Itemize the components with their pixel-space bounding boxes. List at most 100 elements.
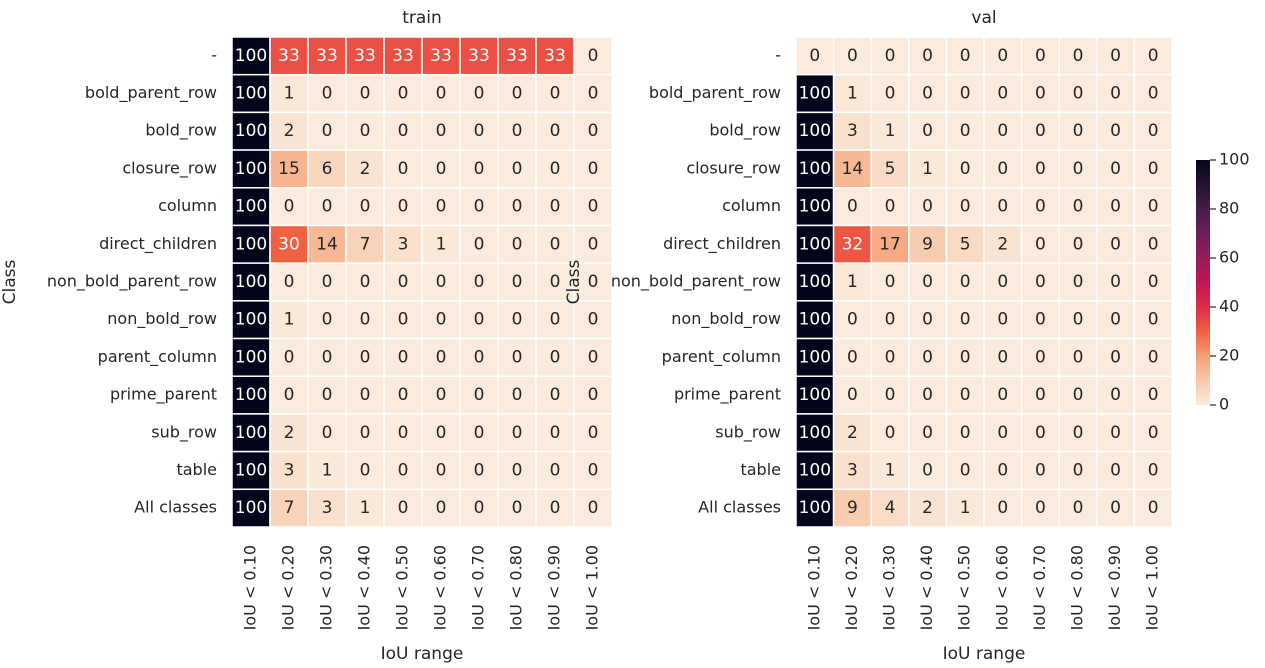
cell-label: 0 — [960, 121, 971, 141]
heatmap-cell — [573, 262, 613, 302]
cell-label: 0 — [398, 423, 409, 443]
cell-label: 100 — [235, 121, 267, 141]
heatmap-cell — [459, 375, 499, 415]
cell-label: 100 — [235, 84, 267, 104]
cell-label: 0 — [1110, 423, 1121, 443]
cell-label: 0 — [284, 347, 295, 367]
cell-label: 0 — [1148, 234, 1159, 254]
heatmap-cell — [1058, 337, 1098, 377]
cell-label: 0 — [885, 197, 896, 217]
cell-label: 0 — [398, 84, 409, 104]
cell-label: 0 — [922, 121, 933, 141]
heatmap-cell — [870, 262, 910, 302]
cell-label: 0 — [1073, 234, 1084, 254]
cell-label: 0 — [1073, 498, 1084, 518]
cell-label: 0 — [847, 310, 858, 330]
heatmap-cell — [945, 111, 985, 151]
heatmap-cell — [231, 111, 271, 151]
heatmap-cell — [383, 300, 423, 340]
heatmap-cell — [832, 375, 872, 415]
cell-label: 0 — [588, 197, 599, 217]
cell-label: 0 — [512, 234, 523, 254]
cell-label: 0 — [436, 310, 447, 330]
cell-label: 0 — [922, 310, 933, 330]
cell-label: 100 — [799, 498, 831, 518]
cell-label: 0 — [960, 385, 971, 405]
heatmap-cell — [795, 375, 835, 415]
cell-label: 100 — [235, 423, 267, 443]
cell-label: 0 — [588, 159, 599, 179]
cell-label: 30 — [278, 234, 300, 254]
cell-label: 0 — [398, 385, 409, 405]
y-tick-label: parent_column — [98, 347, 217, 367]
heatmap-cell — [459, 149, 499, 189]
cell-label: 100 — [799, 423, 831, 443]
heatmap-cell — [573, 73, 613, 114]
heatmap-cell — [1096, 337, 1136, 377]
cell-label: 0 — [922, 272, 933, 292]
cell-label: 0 — [436, 121, 447, 141]
heatmap-cell — [1096, 262, 1136, 302]
cell-label: 0 — [1110, 159, 1121, 179]
cell-label: 100 — [235, 385, 267, 405]
cell-label: 0 — [1073, 460, 1084, 480]
heatmap-cell — [908, 262, 948, 302]
chart-title: train — [402, 8, 442, 28]
cell-label: 0 — [1035, 121, 1046, 141]
cell-label: 0 — [1035, 498, 1046, 518]
heatmap-cell — [307, 111, 347, 151]
cell-label: 0 — [847, 385, 858, 405]
cell-label: 0 — [550, 121, 561, 141]
cell-label: 0 — [997, 423, 1008, 443]
y-tick-label: non_bold_row — [107, 309, 217, 329]
heatmap-cell — [832, 488, 872, 528]
heatmap-cell — [945, 73, 985, 114]
heatmap-cell — [383, 337, 423, 377]
cell-label: 2 — [284, 423, 295, 443]
cell-label: 100 — [799, 121, 831, 141]
y-tick-label: bold_parent_row — [649, 83, 781, 103]
cell-label: 0 — [1073, 272, 1084, 292]
heatmap-cell — [497, 375, 537, 415]
cell-label: 0 — [474, 498, 485, 518]
heatmap-cell — [795, 224, 835, 264]
colorbar-tick-label: 40 — [1219, 297, 1239, 316]
heatmap-cell — [1096, 413, 1136, 453]
x-tick-label: IoU < 0.30 — [880, 545, 899, 630]
x-tick-label: IoU < 0.20 — [842, 545, 861, 630]
heatmap-cell — [983, 337, 1023, 377]
cell-label: 100 — [799, 460, 831, 480]
cell-label: 0 — [1110, 272, 1121, 292]
x-tick-label: IoU < 0.30 — [317, 545, 336, 630]
heatmap-cell — [983, 300, 1023, 340]
cell-label: 0 — [1073, 347, 1084, 367]
x-tick-label: IoU < 1.00 — [1143, 545, 1162, 630]
cell-label: 0 — [512, 310, 523, 330]
cell-label: 0 — [436, 423, 447, 443]
cell-label: 0 — [322, 385, 333, 405]
cell-label: 0 — [960, 272, 971, 292]
cell-label: 0 — [960, 460, 971, 480]
cell-label: 0 — [922, 46, 933, 66]
cell-label: 33 — [392, 46, 414, 66]
cell-label: 0 — [474, 460, 485, 480]
cell-label: 0 — [322, 197, 333, 217]
cell-label: 33 — [544, 46, 566, 66]
cell-label: 0 — [1073, 197, 1084, 217]
heatmap-cell — [870, 73, 910, 114]
cell-label: 0 — [1073, 46, 1084, 66]
cell-label: 0 — [1035, 197, 1046, 217]
y-tick-label: - — [775, 45, 781, 64]
cell-label: 0 — [885, 347, 896, 367]
heatmap-cell — [307, 224, 347, 264]
y-tick-label: non_bold_parent_row — [611, 272, 781, 292]
heatmap-cell — [1020, 262, 1060, 302]
heatmap-cell — [459, 73, 499, 114]
cell-label: 14 — [316, 234, 338, 254]
cell-label: 0 — [885, 310, 896, 330]
cell-label: 0 — [885, 46, 896, 66]
heatmap-cell — [1133, 488, 1173, 528]
y-tick-label: parent_column — [662, 347, 781, 367]
heatmap-cell — [573, 187, 613, 227]
cell-label: 0 — [436, 272, 447, 292]
